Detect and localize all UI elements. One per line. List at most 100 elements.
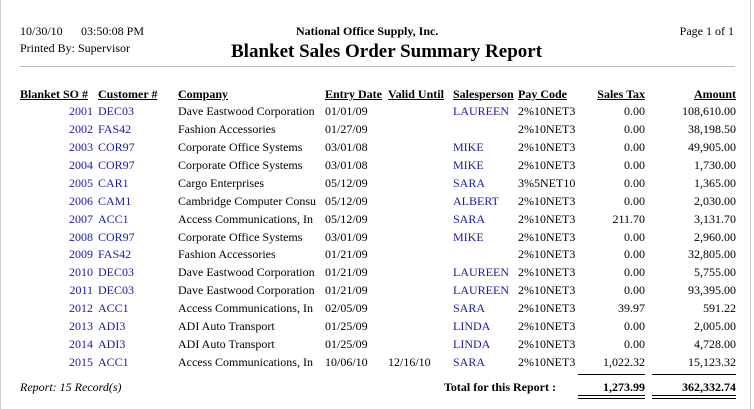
table-cell: 211.70 [612, 211, 645, 226]
table-cell: Corporate Office Systems [178, 157, 303, 172]
table-cell: 93,395.00 [688, 283, 736, 298]
table-cell: 2003 [69, 139, 93, 154]
report-date: 10/30/10 [20, 24, 63, 38]
table-cell: 0.00 [624, 247, 645, 262]
record-count: Report: 15 Record(s) [20, 380, 122, 394]
table-cell: DEC03 [98, 104, 134, 118]
table-cell: FAS42 [98, 121, 132, 136]
table-cell: 2006 [69, 193, 93, 208]
table-cell: 2,960.00 [694, 229, 736, 244]
table-cell: DEC03 [98, 283, 134, 298]
table-cell: 0.00 [624, 121, 645, 136]
table-cell: ADI3 [98, 337, 126, 352]
table-cell: 2%10NET30 [518, 121, 575, 136]
table-cell: ACC1 [98, 355, 129, 370]
total-double-rule [652, 395, 736, 399]
table-cell: Cargo Enterprises [178, 175, 265, 190]
column-header: Blanket SO # [20, 87, 89, 101]
table-cell: LAUREEN [453, 283, 509, 298]
table-cell: 0.00 [624, 229, 645, 244]
table-cell: 2007 [69, 211, 93, 226]
table-cell: 32,805.00 [688, 247, 736, 262]
table-cell: 2%10NET30 [518, 157, 575, 172]
table-cell: 2%10NET30 [518, 265, 575, 280]
table-cell: 0.00 [624, 104, 645, 118]
table-cell: 2%10NET30 [518, 337, 575, 352]
table-cell: SARA [453, 355, 486, 370]
table-cell: 39.97 [618, 301, 645, 316]
table-cell: DEC03 [98, 265, 134, 280]
table-cell: 12/16/10 [388, 355, 431, 370]
header-rule [20, 66, 735, 67]
table-cell: 2%10NET30 [518, 211, 575, 226]
total-amount: 362,332.74 [682, 380, 736, 394]
table-cell: 5,755.00 [694, 265, 736, 280]
table-cell: Cambridge Computer Consu [178, 193, 316, 208]
table-cell: 0.00 [624, 157, 645, 172]
table-cell: SARA [453, 175, 486, 190]
table-cell: LAUREEN [453, 104, 509, 118]
table-cell: 2%10NET30 [518, 139, 575, 154]
report-title: Blanket Sales Order Summary Report [231, 41, 543, 62]
total-tax: 1,273.99 [603, 380, 645, 394]
table-cell: ALBERT [453, 193, 499, 208]
table-cell: 03/01/08 [325, 139, 368, 154]
table-cell: SARA [453, 211, 486, 226]
table-cell: LAUREEN [453, 265, 509, 280]
table-cell: CAM1 [98, 193, 132, 208]
table-cell: 03/01/09 [325, 229, 368, 244]
table-cell: FAS42 [98, 247, 132, 262]
table-cell: CAR1 [98, 175, 129, 190]
table-cell: COR97 [98, 157, 135, 172]
table-cell: 01/21/09 [325, 265, 368, 280]
table-cell: 0.00 [624, 283, 645, 298]
table-cell: Dave Eastwood Corporation [178, 104, 315, 118]
table-cell: 2%10NET30 [518, 355, 575, 370]
table-cell: 01/01/09 [325, 104, 368, 118]
table-cell: 38,198.50 [688, 121, 736, 136]
table-cell: ADI Auto Transport [178, 319, 275, 334]
table-cell: 01/21/09 [325, 247, 368, 262]
table-cell: 2%10NET30 [518, 193, 575, 208]
table-cell: LINDA [453, 319, 491, 334]
table-cell: MIKE [453, 157, 484, 172]
table-cell: COR97 [98, 229, 135, 244]
company-name: National Office Supply, Inc. [296, 24, 439, 38]
total-rule [578, 374, 645, 375]
table-cell: 1,365.00 [694, 175, 736, 190]
table-cell: 2011 [69, 283, 93, 298]
table-cell: 108,610.00 [682, 104, 736, 118]
table-cell: 2002 [69, 121, 93, 136]
report-time: 03:50:08 PM [81, 24, 145, 38]
table-cell: 3,131.70 [694, 211, 736, 226]
table-cell: 10/06/10 [325, 355, 368, 370]
table-cell: 05/12/09 [325, 193, 368, 208]
table-cell: 3%5NET10 [518, 175, 575, 190]
table-cell: 2010 [69, 265, 93, 280]
table-cell: Access Communications, In [178, 301, 313, 316]
table-cell: 03/01/08 [325, 157, 368, 172]
table-cell: 2%10NET30 [518, 104, 575, 118]
table-cell: 2%10NET30 [518, 229, 575, 244]
column-header: Company [178, 87, 229, 101]
table-cell: 02/05/09 [325, 301, 368, 316]
table-cell: 49,905.00 [688, 139, 736, 154]
column-header: Customer # [98, 87, 158, 101]
total-label: Total for this Report : [444, 380, 556, 394]
table-cell: 01/27/09 [325, 121, 368, 136]
table-cell: ACC1 [98, 301, 129, 316]
table-cell: 01/25/09 [325, 319, 368, 334]
table-cell: Fashion Accessories [178, 247, 276, 262]
table-cell: 0.00 [624, 337, 645, 352]
table-cell: Corporate Office Systems [178, 139, 303, 154]
table-cell: 2%10NET30 [518, 247, 575, 262]
table-cell: Dave Eastwood Corporation [178, 283, 315, 298]
table-cell: 2014 [69, 337, 93, 352]
column-header: Salesperson [453, 87, 514, 101]
table-cell: Corporate Office Systems [178, 229, 303, 244]
table-cell: 2013 [69, 319, 93, 334]
table-cell: 2015 [69, 355, 93, 370]
table-cell: 0.00 [624, 319, 645, 334]
table-cell: 2009 [69, 247, 93, 262]
